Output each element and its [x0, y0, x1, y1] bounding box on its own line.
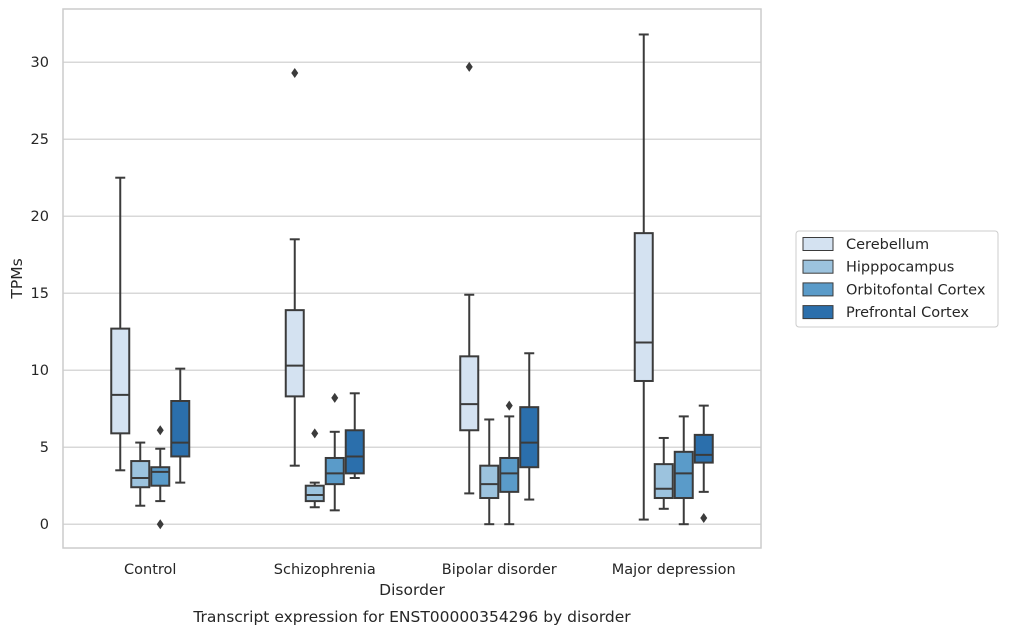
legend-frame — [795, 230, 999, 328]
box-hipppocampus — [653, 436, 674, 510]
outlier-point — [505, 400, 513, 411]
box-orbitofontal-cortex — [150, 425, 171, 530]
outlier-point — [156, 519, 164, 530]
y-tick-label: 25 — [31, 132, 49, 148]
gridlines — [63, 61, 761, 525]
x-tick-labels: Control Schizophrenia Bipolar disorder Majo… — [124, 562, 736, 578]
box-cerebellum — [110, 176, 131, 472]
legend-swatch — [802, 282, 834, 297]
box-iqr — [693, 433, 714, 464]
box-orbitofontal-cortex — [673, 415, 694, 526]
y-tick-label: 10 — [31, 363, 49, 379]
legend-swatch — [802, 305, 834, 320]
box-iqr — [150, 466, 171, 487]
box-iqr — [110, 327, 131, 435]
box-iqr — [519, 406, 540, 469]
y-tick-label: 0 — [40, 517, 49, 533]
box-orbitofontal-cortex — [499, 400, 520, 526]
legend-label: Cerebellum — [846, 237, 929, 253]
outlier-point — [331, 392, 339, 403]
box-cerebellum — [459, 61, 480, 495]
legend-swatch — [802, 237, 834, 251]
box-prefrontal-cortex — [519, 352, 540, 501]
x-tick-label: Bipolar disorder — [442, 562, 557, 578]
box-hipppocampus — [479, 418, 500, 526]
plot-area-frame — [62, 8, 762, 549]
legend: Cerebellum Hipppocampus Orbitofontal Corte… — [795, 230, 999, 328]
legend-label: Orbitofontal Cortex — [846, 282, 986, 298]
legend-label: Prefrontal Cortex — [846, 305, 969, 321]
box-iqr — [499, 456, 520, 493]
box-iqr — [344, 429, 365, 475]
legend-label: Hipppocampus — [846, 260, 954, 276]
outlier-point — [156, 425, 164, 436]
box-iqr — [673, 450, 694, 500]
box-iqr — [130, 460, 151, 489]
y-axis-label: TPMs — [8, 258, 26, 299]
box-iqr — [633, 232, 654, 382]
legend-swatch — [802, 259, 834, 274]
box-iqr — [459, 355, 480, 432]
box-iqr — [479, 464, 500, 500]
y-tick-label: 15 — [31, 286, 49, 302]
box-prefrontal-cortex — [693, 404, 714, 524]
box-hipppocampus — [304, 428, 325, 509]
x-tick-label: Schizophrenia — [274, 562, 376, 578]
box-hipppocampus — [130, 441, 151, 507]
x-axis-label: Disorder — [379, 581, 445, 599]
y-tick-labels: 0 5 10 15 20 25 30 — [31, 55, 49, 533]
box-prefrontal-cortex — [170, 367, 191, 484]
outlier-point — [700, 513, 708, 524]
box-iqr — [653, 463, 674, 500]
box-cerebellum — [633, 33, 654, 521]
boxes — [110, 33, 714, 530]
outlier-point — [291, 67, 299, 78]
x-tick-label: Control — [124, 562, 176, 578]
box-iqr — [324, 456, 345, 486]
chart-caption: Transcript expression for ENST0000035429… — [192, 608, 631, 626]
box-cerebellum — [284, 67, 305, 467]
box-orbitofontal-cortex — [324, 392, 345, 512]
y-tick-label: 20 — [31, 209, 49, 225]
x-tick-label: Major depression — [612, 562, 736, 578]
y-tick-label: 5 — [40, 440, 49, 456]
box-prefrontal-cortex — [344, 392, 365, 479]
box-iqr — [284, 309, 305, 398]
outlier-point — [465, 61, 473, 72]
outlier-point — [311, 428, 319, 439]
box-iqr — [304, 484, 325, 503]
y-tick-label: 30 — [31, 55, 49, 71]
box-iqr — [170, 400, 191, 458]
